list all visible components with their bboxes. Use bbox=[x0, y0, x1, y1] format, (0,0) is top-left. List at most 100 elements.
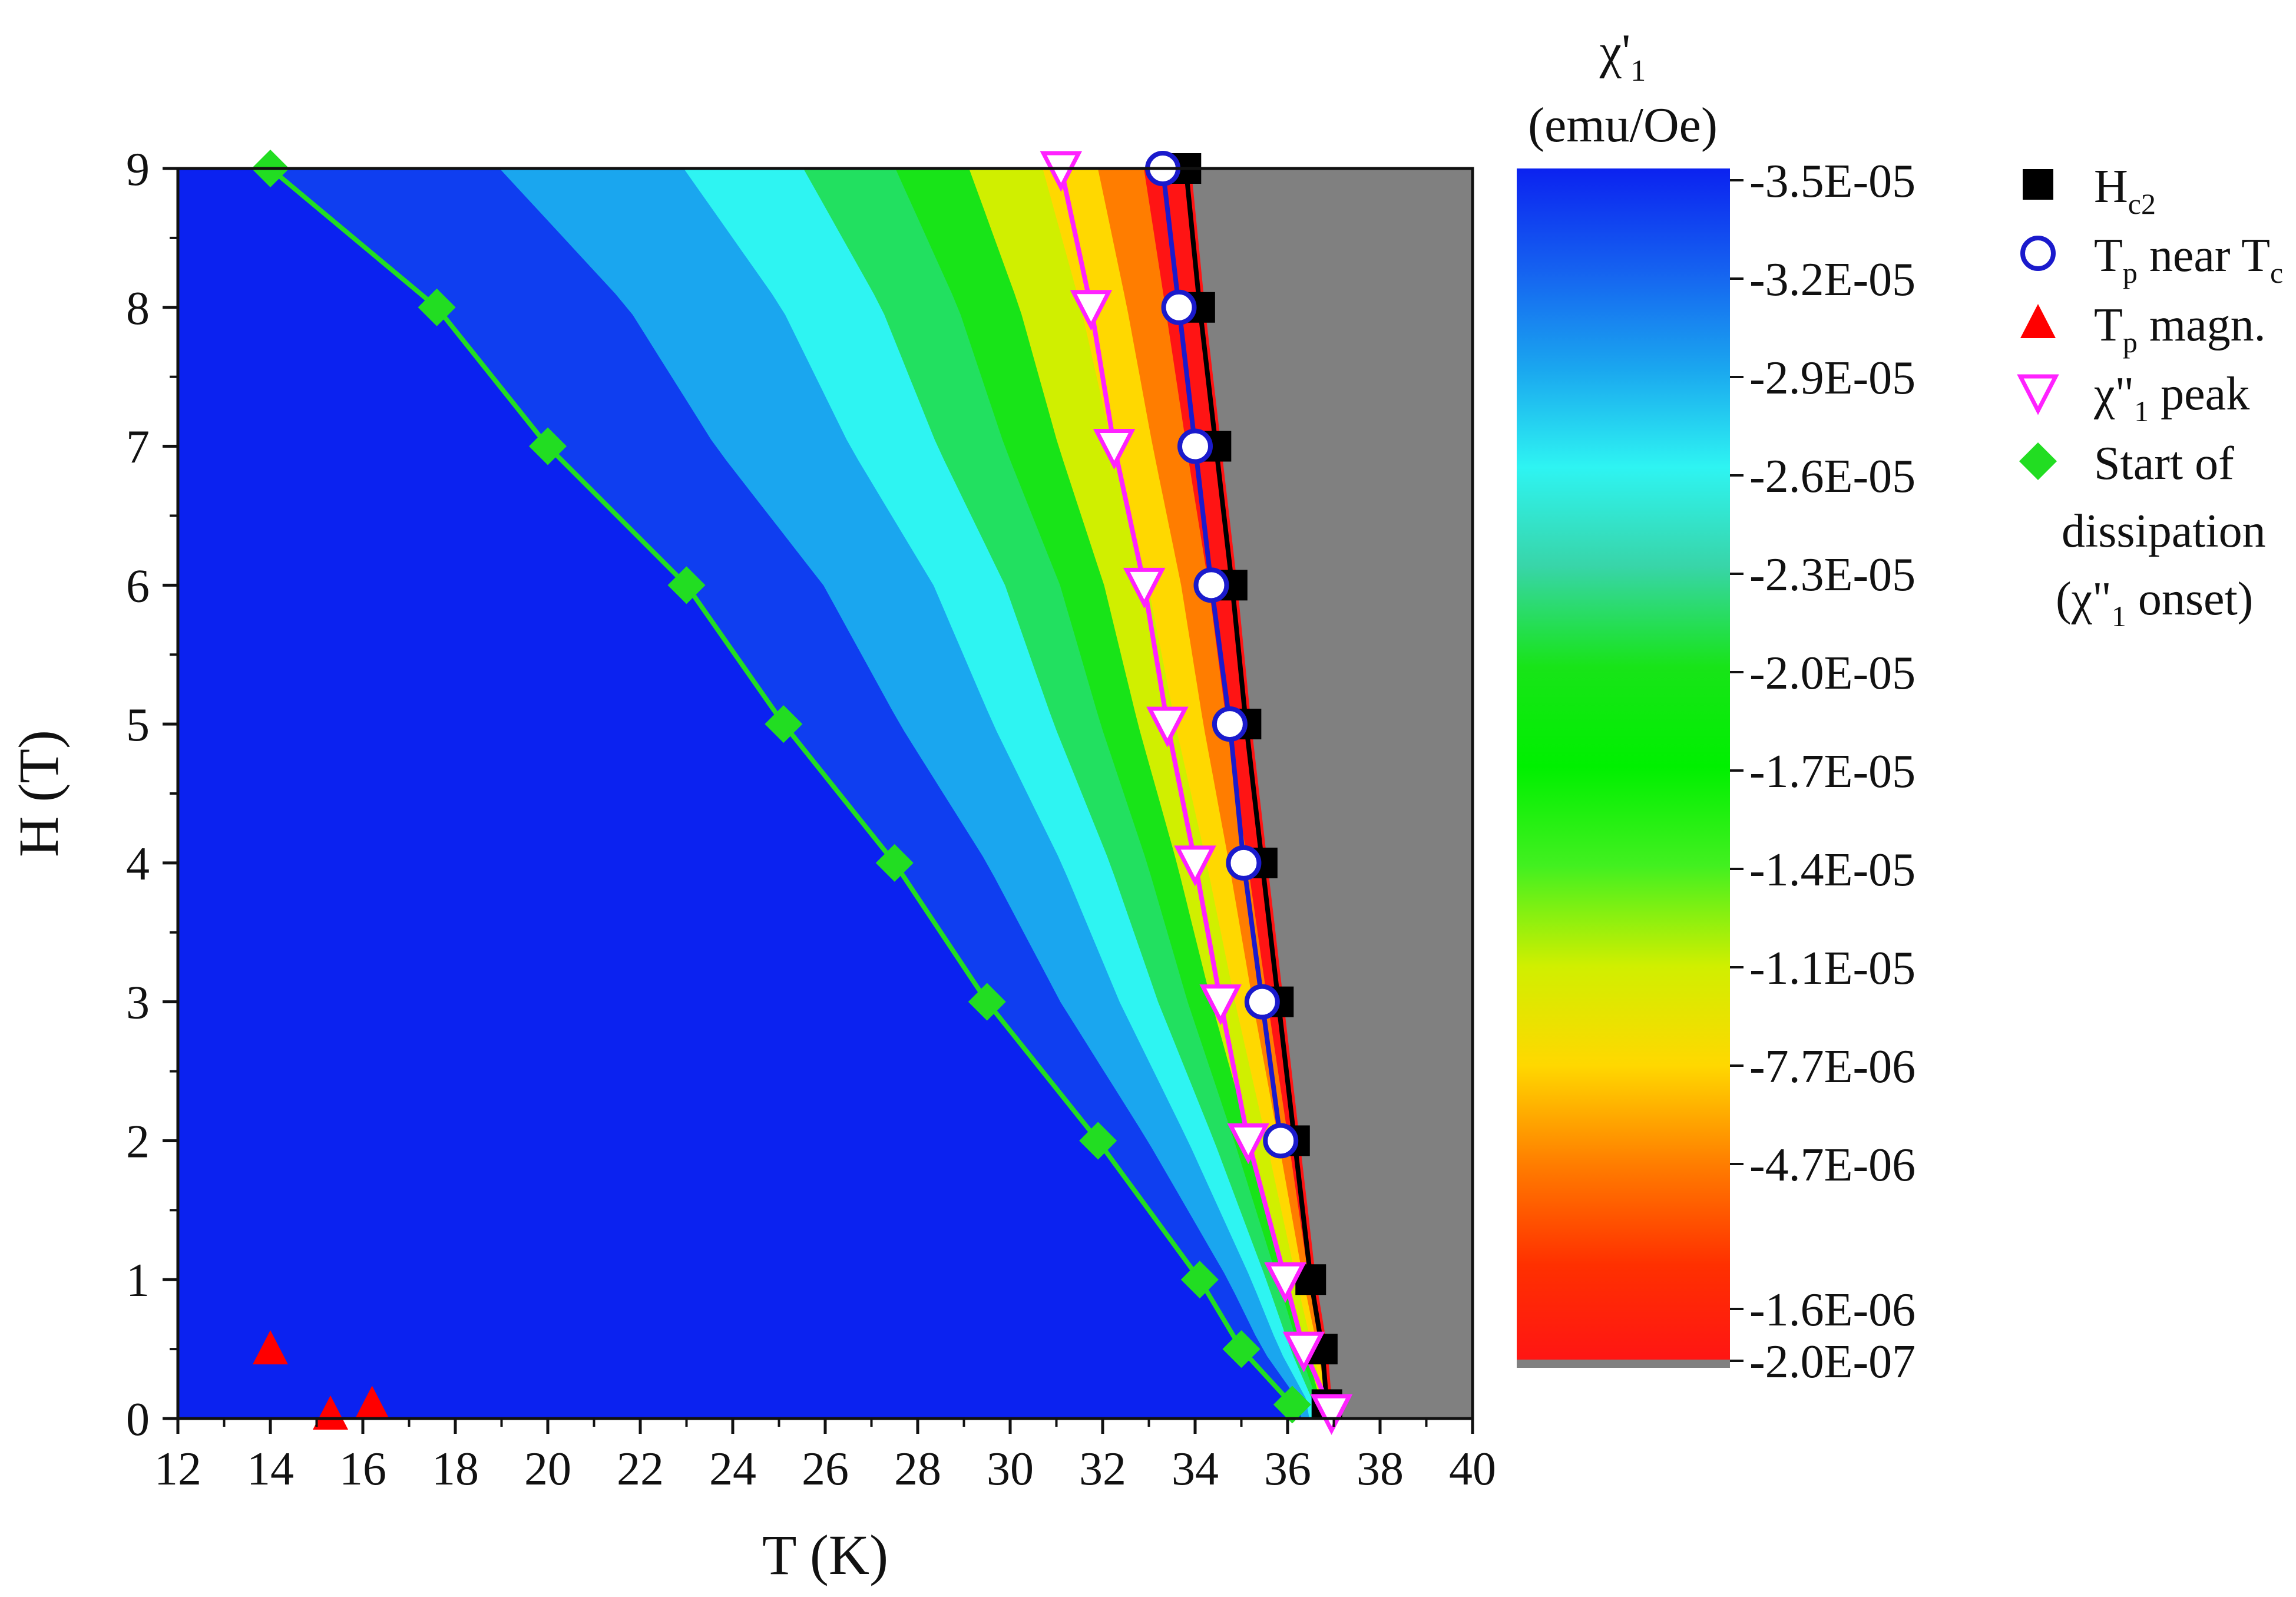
x-tick-label: 24 bbox=[709, 1443, 756, 1495]
y-axis-label: H (T) bbox=[7, 730, 70, 857]
colorbar-bar bbox=[1517, 168, 1730, 1364]
data-point bbox=[1093, 429, 1136, 470]
colorbar-tick-label: -2.6E-05 bbox=[1749, 451, 1915, 502]
colorbar-title-symbol: χ' bbox=[1599, 24, 1630, 79]
data-point bbox=[1226, 845, 1262, 881]
y-tick-label: 9 bbox=[126, 144, 150, 196]
colorbar-tick-label: -3.2E-05 bbox=[1749, 254, 1915, 306]
legend-label-sub: 1 bbox=[2134, 395, 2149, 428]
data-point bbox=[1310, 1394, 1353, 1435]
legend-label-after: magn. bbox=[2138, 299, 2266, 351]
colorbar-tick-label: -2.9E-05 bbox=[1749, 352, 1915, 404]
legend-marker bbox=[2023, 169, 2053, 200]
data-point bbox=[1123, 567, 1166, 609]
legend-label: Hc2 bbox=[2094, 161, 2156, 220]
colorbar-tick-label: -7.7E-06 bbox=[1749, 1041, 1915, 1093]
data-point bbox=[1212, 706, 1248, 742]
legend-label: Start of bbox=[2094, 438, 2234, 490]
legend-label-main: Start of bbox=[2094, 438, 2234, 490]
colorbar-tick-label: -1.4E-05 bbox=[1749, 844, 1915, 896]
y-tick-label: 2 bbox=[126, 1116, 150, 1168]
x-tick-label: 28 bbox=[894, 1443, 941, 1495]
legend-marker bbox=[2019, 442, 2057, 480]
legend-label: Tp magn. bbox=[2094, 299, 2266, 359]
legend-label-main: T bbox=[2094, 230, 2123, 282]
data-point bbox=[1264, 1262, 1306, 1303]
colorbar-title: χ'1 bbox=[1599, 24, 1646, 88]
data-point bbox=[667, 566, 706, 604]
colorbar-bottom-band bbox=[1517, 1360, 1730, 1368]
legend-label-line: dissipation bbox=[2062, 505, 2266, 557]
colorbar-unit: (emu/Oe) bbox=[1528, 98, 1718, 153]
x-tick-label: 36 bbox=[1264, 1443, 1311, 1495]
colorbar-tick-label: -1.1E-05 bbox=[1749, 943, 1915, 994]
data-point bbox=[1174, 845, 1216, 887]
colorbar-tick-label: -4.7E-06 bbox=[1749, 1139, 1915, 1191]
y-tick-label: 8 bbox=[126, 283, 150, 335]
data-point bbox=[313, 1395, 349, 1430]
data-point bbox=[1244, 984, 1280, 1020]
colorbar-title-subscript: 1 bbox=[1630, 54, 1646, 88]
data-point bbox=[1263, 1123, 1299, 1159]
x-tick-label: 20 bbox=[524, 1443, 571, 1495]
data-point bbox=[1282, 1331, 1325, 1373]
series-line bbox=[1160, 168, 1283, 1141]
x-tick-label: 40 bbox=[1449, 1443, 1496, 1495]
y-tick-label: 6 bbox=[126, 560, 150, 612]
x-tick-label: 38 bbox=[1357, 1443, 1404, 1495]
y-tick-label: 5 bbox=[126, 699, 150, 751]
legend-label-line: (χ"1 onset) bbox=[2056, 573, 2253, 633]
data-point bbox=[1199, 984, 1242, 1026]
data-point bbox=[253, 1330, 288, 1365]
data-point bbox=[1222, 1330, 1261, 1368]
colorbar-tick-label: -1.7E-05 bbox=[1749, 746, 1915, 798]
data-point bbox=[1161, 289, 1197, 325]
normal-state-region bbox=[1190, 168, 1473, 1419]
x-axis: 12 14 16 18 20 22 24 26 28 30 32 34 36 38 40 bbox=[154, 1419, 1496, 1495]
y-tick-label: 4 bbox=[126, 838, 150, 890]
x-tick-label: 18 bbox=[432, 1443, 479, 1495]
y-tick-label: 1 bbox=[126, 1255, 150, 1307]
data-point bbox=[1177, 428, 1213, 464]
y-tick-label: 0 bbox=[126, 1394, 150, 1446]
x-tick-label: 30 bbox=[987, 1443, 1034, 1495]
plot-area bbox=[176, 150, 1474, 1435]
y-axis: 0 1 2 3 4 5 6 7 8 9 bbox=[126, 144, 178, 1446]
colorbar-tick-label: -1.6E-06 bbox=[1749, 1284, 1915, 1336]
colorbar-ticks: -3.5E-05 -3.2E-05 -2.9E-05 -2.6E-05 -2.3E-05… bbox=[1730, 156, 1915, 1388]
data-point bbox=[1070, 290, 1113, 331]
legend-label-part: onset) bbox=[2126, 573, 2254, 625]
x-tick-label: 26 bbox=[802, 1443, 849, 1495]
data-point bbox=[765, 705, 803, 743]
y-tick-label: 3 bbox=[126, 977, 150, 1029]
colorbar: χ'1 (emu/Oe) -3.5E-05 -3.2E-05 -2.9E-05 -2.… bbox=[1517, 24, 1915, 1388]
legend-marker bbox=[2017, 374, 2059, 415]
legend-label: χ"1 peak bbox=[2093, 368, 2249, 428]
colorbar-tick-label: -3.5E-05 bbox=[1749, 156, 1915, 207]
x-tick-label: 34 bbox=[1172, 1443, 1219, 1495]
legend-label: Tp near Tc bbox=[2094, 230, 2283, 289]
data-point bbox=[1040, 151, 1083, 192]
data-point bbox=[1273, 1386, 1311, 1424]
legend-label-main: H bbox=[2094, 161, 2128, 213]
data-point bbox=[1079, 1122, 1117, 1160]
legend-label-sub: c2 bbox=[2128, 187, 2156, 220]
data-point bbox=[529, 427, 567, 465]
legend-label-sub: p bbox=[2123, 256, 2138, 289]
legend-label-after: near T bbox=[2138, 230, 2270, 282]
series-markers bbox=[252, 150, 1353, 1435]
legend-label-after: peak bbox=[2149, 368, 2249, 420]
legend-label-part: 1 bbox=[2112, 600, 2126, 633]
colorbar-tick-label: -2.0E-05 bbox=[1749, 647, 1915, 699]
data-point bbox=[1227, 1123, 1270, 1165]
x-tick-label: 22 bbox=[617, 1443, 664, 1495]
data-point bbox=[354, 1386, 390, 1420]
legend-label-main: T bbox=[2094, 299, 2123, 351]
data-point bbox=[968, 983, 1006, 1021]
x-tick-label: 16 bbox=[339, 1443, 386, 1495]
legend-label-sub: p bbox=[2123, 326, 2138, 359]
legend-label-sub2: c bbox=[2270, 256, 2283, 289]
legend-label-part: (χ" bbox=[2056, 573, 2112, 625]
